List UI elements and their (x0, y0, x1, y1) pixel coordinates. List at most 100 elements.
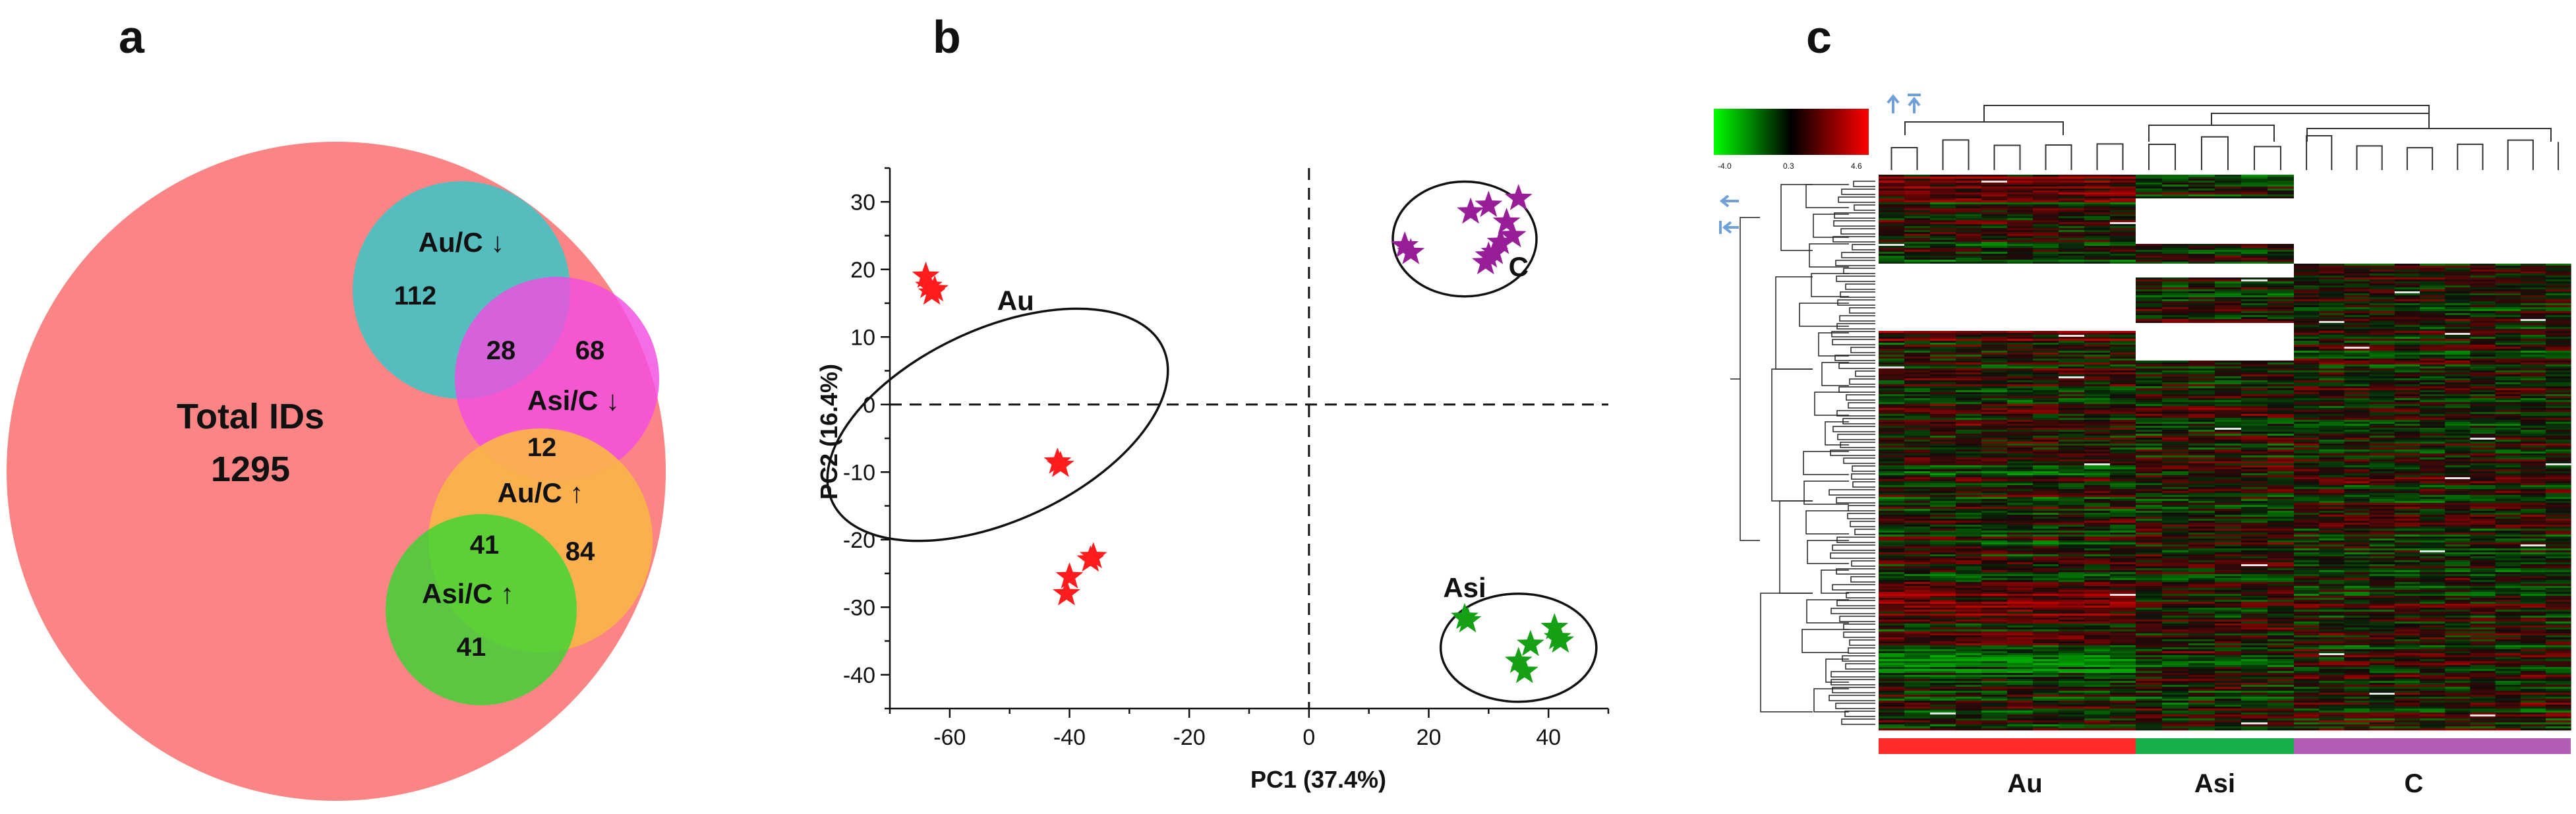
heatmap-cell (2241, 372, 2268, 375)
heatmap-cell (1956, 422, 1982, 424)
heatmap-cell (2059, 347, 2085, 349)
heatmap-cell (1904, 301, 1931, 304)
heatmap-cell (2215, 404, 2242, 407)
heatmap-cell (1956, 485, 1982, 488)
heatmap-cell (2495, 325, 2521, 328)
heatmap-cell (2084, 459, 2111, 462)
heatmap-cell (1904, 485, 1931, 488)
heatmap-cell (2241, 353, 2268, 355)
heatmap-cell (1879, 370, 1905, 373)
heatmap-cell (1981, 380, 2008, 383)
dendrogram-branch (2507, 139, 2534, 170)
heatmap-cell (2294, 283, 2320, 286)
heatmap-cell (1930, 471, 1956, 474)
heatmap-cell (2495, 475, 2521, 478)
heatmap-cell (2495, 386, 2521, 389)
heatmap-cell (2241, 287, 2268, 290)
heatmap-cell (2215, 276, 2242, 278)
heatmap-cell (2369, 228, 2395, 231)
heatmap-cell (2007, 400, 2034, 403)
heatmap-cell (2268, 347, 2295, 349)
heatmap-cell (2319, 216, 2345, 219)
heatmap-cell (2319, 408, 2345, 411)
heatmap-cell (2294, 339, 2320, 341)
heatmap-cell (2188, 287, 2215, 290)
heatmap-cell (1930, 301, 1956, 304)
heatmap-cell (2369, 440, 2395, 442)
heatmap-cell (2520, 457, 2546, 460)
arrow-up-to-top-icon[interactable] (1908, 94, 1921, 113)
heatmap-cell (1956, 192, 1982, 195)
heatmap-cell (1930, 185, 1956, 187)
panel-c: c -4.0 0.3 4.6 Au Asi C (1714, 0, 2576, 814)
heatmap-cell (2241, 242, 2268, 245)
heatmap-cell (2470, 206, 2496, 209)
heatmap-cell (2033, 301, 2059, 304)
heatmap-cell (2294, 428, 2320, 430)
heatmap-cell (2319, 436, 2345, 438)
heatmap-cell (2344, 388, 2370, 391)
heatmap-cell (2420, 323, 2445, 326)
heatmap-cell (1956, 386, 1982, 389)
heatmap-cell (2394, 272, 2420, 274)
heatmap-cell (1930, 283, 1956, 286)
heatmap-cell (2319, 317, 2345, 320)
heatmap-cell (2420, 493, 2445, 496)
heatmap-cell (2188, 325, 2215, 328)
heatmap-cell (2136, 418, 2163, 421)
heatmap-cell (2059, 469, 2085, 472)
heatmap-cell (1904, 303, 1931, 306)
heatmap-cell (2241, 181, 2268, 183)
heatmap-cell (1981, 226, 2008, 229)
heatmap-cell (2546, 493, 2571, 496)
point-c (1475, 241, 1503, 268)
heatmap-cell (2215, 390, 2242, 393)
heatmap-cell (2495, 317, 2521, 320)
heatmap-cell (2268, 276, 2295, 278)
heatmap-cell (2520, 208, 2546, 211)
heatmap-cell (2369, 398, 2395, 401)
heatmap-cell (2188, 481, 2215, 484)
heatmap-cell (2162, 307, 2189, 310)
heatmap-cell (2495, 208, 2521, 211)
heatmap-cell (2420, 244, 2445, 247)
heatmap-cell (2007, 430, 2034, 432)
heatmap-cell (2394, 210, 2420, 213)
arrow-left-to-edge-icon[interactable] (1719, 221, 1739, 234)
arrow-left-icon[interactable] (1719, 194, 1739, 208)
heatmap-cell (1981, 392, 2008, 395)
heatmap-cell (2369, 491, 2395, 494)
heatmap-cell (2319, 327, 2345, 330)
heatmap-cell (2215, 230, 2242, 233)
heatmap-cell (1904, 366, 1931, 369)
heatmap-cell (2369, 503, 2395, 506)
heatmap-cell (2495, 436, 2521, 438)
heatmap-cell (2110, 212, 2136, 215)
heatmap-cell (2369, 212, 2395, 215)
heatmap-cell (2215, 281, 2242, 284)
heatmap-cell (2420, 442, 2445, 444)
heatmap-cell (1956, 210, 1982, 213)
heatmap-cell (2294, 216, 2320, 219)
heatmap-cell (2445, 418, 2471, 421)
heatmap-cell (2241, 297, 2268, 300)
heatmap-cell (1956, 220, 1982, 223)
heatmap-cell (2188, 459, 2215, 462)
heatmap-cell (2294, 374, 2320, 377)
heatmap-cell (1904, 467, 1931, 470)
heatmap-cell (2007, 315, 2034, 318)
heatmap-cell (2059, 453, 2085, 456)
heatmap-cell (1879, 244, 1905, 247)
heatmap-cell (2344, 281, 2370, 284)
heatmap-cell (2394, 416, 2420, 419)
heatmap-cell (2344, 264, 2370, 266)
heatmap-cell (2369, 216, 2395, 219)
heatmap-cell (2188, 519, 2215, 521)
heatmap-cell (2007, 183, 2034, 185)
heatmap-cell (2188, 202, 2215, 205)
heatmap-cell (2268, 214, 2295, 217)
heatmap-cell (2033, 268, 2059, 270)
arrow-up-icon[interactable] (1887, 94, 1900, 113)
heatmap-cell (2084, 440, 2111, 442)
heatmap-cell (2369, 301, 2395, 304)
